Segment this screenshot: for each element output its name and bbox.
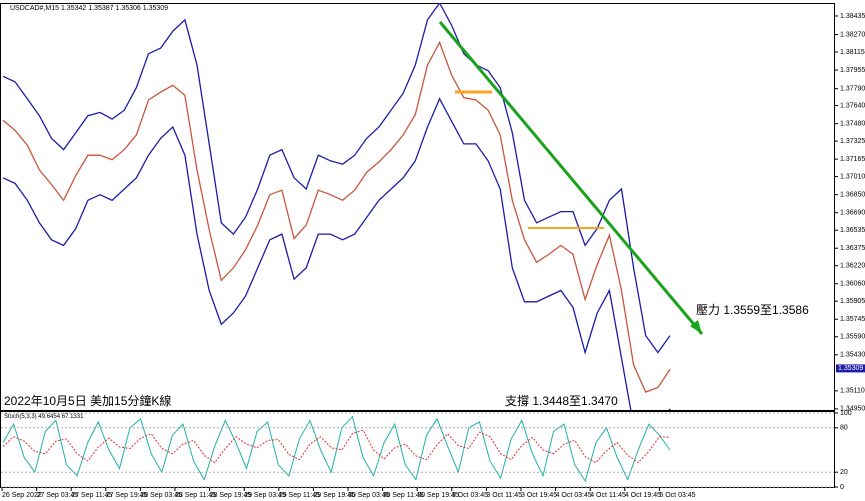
x-tick-label: 28 Sep 11:45	[175, 492, 216, 499]
y-tick-label: 1.35110	[840, 388, 865, 395]
y-tick-label: 1.36375	[840, 245, 865, 252]
x-tick-label: 26 Sep 2022	[2, 492, 42, 499]
y-tick-label: 1.37165	[840, 156, 865, 163]
y-tick-label: 1.35430	[840, 352, 865, 359]
stoch-main: 49.6454	[38, 414, 60, 420]
x-tick-label: 4 Oct 19:45	[625, 492, 661, 499]
y-tick-label: 1.37010	[840, 173, 865, 180]
chart-title: 2022年10月5日 美加15分鐘K線	[4, 393, 171, 408]
y-tick-label: 0	[840, 484, 844, 491]
high: 1.35387	[88, 5, 113, 12]
arrow-head	[690, 320, 702, 334]
x-tick-label: 3 Oct 19:45	[521, 492, 557, 499]
y-tick-label: 1.35905	[840, 298, 865, 305]
y-tick-label: 20	[840, 469, 848, 476]
x-tick-label: 28 Sep 03:45	[140, 492, 182, 499]
x-tick-label: 27 Sep 19:45	[106, 492, 148, 499]
y-tick-label: 1.37325	[840, 138, 865, 145]
main-panel	[0, 3, 835, 411]
y-tick-label: 1.36850	[840, 192, 865, 199]
y-tick-label: 1.37640	[840, 102, 865, 109]
x-tick-label: 3 Oct 11:45	[486, 492, 522, 499]
low: 1.35306	[116, 5, 141, 12]
support-label: 支撐 1.3448至1.3470	[505, 394, 618, 408]
x-tick-label: 4 Oct 11:45	[590, 492, 626, 499]
resistance-label: 壓力 1.3559至1.3586	[696, 303, 809, 317]
y-tick-label: 1.37480	[840, 120, 865, 127]
y-tick-label: 1.36220	[840, 263, 865, 270]
y-tick-label: 1.36535	[840, 227, 865, 234]
y-tick-label: 1.35745	[840, 316, 865, 323]
stoch-panel	[0, 411, 835, 488]
price-tag	[836, 364, 865, 373]
series-line	[2, 3, 671, 354]
header: USDCAD#,M15 1.35342 1.35387 1.35306 1.35…	[10, 5, 168, 12]
y-tick-label: 80	[840, 425, 848, 432]
open: 1.35342	[61, 5, 86, 12]
x-tick-label: 28 Sep 19:45	[210, 492, 252, 499]
x-tick-label: 29 Sep 11:45	[279, 492, 320, 499]
y-tick-label: 1.38435	[840, 13, 865, 20]
y-tick-label: 1.38270	[840, 31, 865, 38]
x-tick-label: 5 Oct 03:45	[659, 492, 695, 499]
close: 1.35309	[143, 5, 168, 12]
x-tick-label: 30 Sep 11:45	[383, 492, 424, 499]
x-tick-label: 29 Sep 03:45	[244, 492, 286, 499]
y-tick-label: 1.34950	[840, 406, 865, 413]
x-tick-label: 30 Sep 19:45	[417, 492, 459, 499]
series-line	[2, 97, 671, 410]
x-tick-label: 27 Sep 03:45	[37, 492, 79, 499]
y-tick-label: 1.36690	[840, 210, 865, 217]
y-tick-label: 1.37790	[840, 86, 865, 93]
y-tick-label: 1.37955	[840, 67, 865, 74]
series-line	[2, 429, 671, 464]
x-tick-label: 30 Sep 03:45	[348, 492, 390, 499]
stoch-signal: 67.1331	[62, 414, 84, 420]
y-tick-label: 1.35590	[840, 334, 865, 341]
symbol: USDCAD#,M15	[10, 5, 59, 12]
x-tick-label: 3 Oct 03:45	[452, 492, 488, 499]
y-tick-label: 1.36060	[840, 281, 865, 288]
price-tag-label: 1.35309	[838, 365, 863, 372]
x-tick-label: 4 Oct 03:45	[556, 492, 592, 499]
series-line	[2, 40, 671, 393]
x-tick-label: 27 Sep 11:45	[71, 492, 112, 499]
trend-line	[438, 21, 704, 335]
stoch-header: Stoch(5,3,3) 49.6454 67.1331	[4, 414, 84, 420]
stoch-title: Stoch(5,3,3)	[4, 414, 37, 420]
y-tick-label: 100	[840, 410, 852, 417]
x-tick-label: 29 Sep 19:45	[313, 492, 355, 499]
y-tick-label: 1.38115	[840, 49, 865, 56]
